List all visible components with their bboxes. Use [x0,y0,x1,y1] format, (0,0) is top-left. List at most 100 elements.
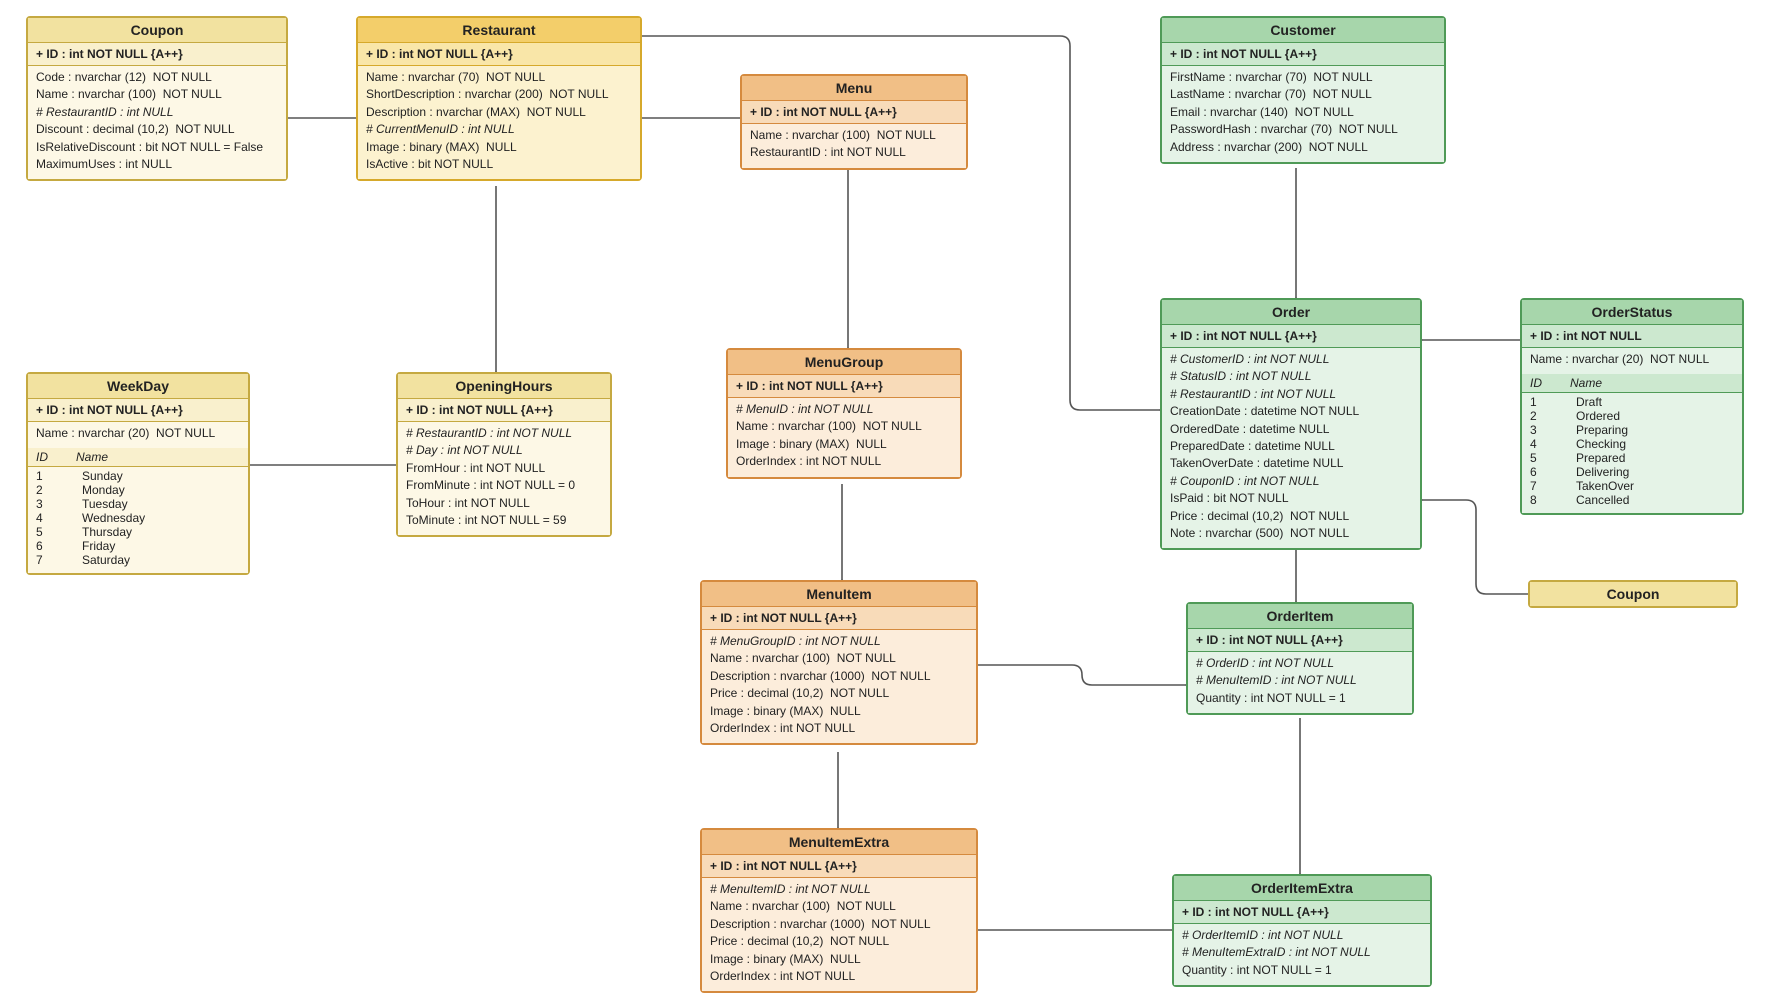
edge-menugroup-menuitem [834,474,850,592]
entity-weekday: WeekDay+ ID : int NOT NULL {A++}Name : n… [26,372,250,575]
enum-row: 1Draft [1530,395,1734,409]
entity-attr: Image : binary (MAX) NULL [710,951,968,968]
entity-attr: ShortDescription : nvarchar (200) NOT NU… [366,86,632,103]
entity-menuitemextra: MenuItemExtra+ ID : int NOT NULL {A++}# … [700,828,978,993]
entity-attrs: # RestaurantID : int NOT NULL# Day : int… [398,422,610,535]
entity-attr: Quantity : int NOT NULL = 1 [1196,690,1404,707]
entity-attr: Image : binary (MAX) NULL [710,703,968,720]
entity-attr: # MenuItemID : int NOT NULL [710,881,968,898]
entity-attr: Description : nvarchar (1000) NOT NULL [710,668,968,685]
edge-menuitemextra-orderitemextra [968,922,1198,938]
enum-row: 7Saturday [36,553,240,567]
entity-title: Coupon [28,18,286,43]
entity-attr: OrderIndex : int NOT NULL [710,968,968,985]
erd-canvas: { "canvas": { "width": 1770, "height": 9… [0,0,1770,991]
entity-attr: # MenuItemExtraID : int NOT NULL [1182,944,1422,961]
entity-pk: + ID : int NOT NULL {A++} [1162,325,1420,348]
enum-row: 4Wednesday [36,511,240,525]
entity-title: MenuGroup [728,350,960,375]
entity-pk: + ID : int NOT NULL {A++} [742,101,966,124]
entity-attr: Name : nvarchar (100) NOT NULL [710,650,968,667]
entity-title: OrderStatus [1522,300,1742,325]
edge-restaurant-openinghours [488,176,504,384]
entity-attr: IsActive : bit NOT NULL [366,156,632,173]
entity-attr: Description : nvarchar (1000) NOT NULL [710,916,968,933]
entity-attrs: # OrderID : int NOT NULL# MenuItemID : i… [1188,652,1412,713]
entity-attr: # OrderID : int NOT NULL [1196,655,1404,672]
entity-attrs: Name : nvarchar (100) NOT NULLRestaurant… [742,124,966,168]
entity-pk: + ID : int NOT NULL {A++} [1162,43,1444,66]
enum-row: 3Preparing [1530,423,1734,437]
entity-attrs: Name : nvarchar (70) NOT NULLShortDescri… [358,66,640,179]
entity-pk: + ID : int NOT NULL {A++} [28,399,248,422]
entity-attr: Name : nvarchar (100) NOT NULL [710,898,968,915]
entity-coupon: Coupon+ ID : int NOT NULL {A++} Code : nv… [26,16,288,181]
entity-title: OrderItemExtra [1174,876,1430,901]
entity-attr: Name : nvarchar (100) NOT NULL [750,127,958,144]
entity-attr: Price : decimal (10,2) NOT NULL [710,933,968,950]
enum-row: 2Monday [36,483,240,497]
entity-pk: + ID : int NOT NULL {A++} [1188,629,1412,652]
entity-pk: + ID : int NOT NULL {A++} [702,607,976,630]
edge-orderitem-orderitemextra [1292,708,1308,886]
entity-pk: + ID : int NOT NULL [1522,325,1742,348]
entity-attr: # MenuID : int NOT NULL [736,401,952,418]
enum-row: 2Ordered [1530,409,1734,423]
entity-attr: Price : decimal (10,2) NOT NULL [1170,508,1412,525]
entity-attrs: # MenuID : int NOT NULLName : nvarchar (… [728,398,960,477]
enum-header: IDName [1522,374,1742,393]
entity-attr: Name : nvarchar (70) NOT NULL [366,69,632,86]
entity-attrs: Name : nvarchar (20) NOT NULL [28,422,248,448]
entity-attr: # OrderItemID : int NOT NULL [1182,927,1422,944]
entity-attr: Name : nvarchar (20) NOT NULL [1530,351,1734,368]
entity-attr: Name : nvarchar (100) NOT NULL [736,418,952,435]
enum-row: 3Tuesday [36,497,240,511]
entity-attr: Price : decimal (10,2) NOT NULL [710,685,968,702]
entity-title: OrderItem [1188,604,1412,629]
entity-title: Restaurant [358,18,640,43]
entity-title: Menu [742,76,966,101]
entity-title: Coupon [1530,582,1736,606]
entity-orderitemextra: OrderItemExtra+ ID : int NOT NULL {A++} #… [1172,874,1432,987]
entity-orderitem: OrderItem+ ID : int NOT NULL {A++}# Orde… [1186,602,1414,715]
entity-attr: # CouponID : int NOT NULL [1170,473,1412,490]
entity-attr: # MenuItemID : int NOT NULL [1196,672,1404,689]
entity-attr: OrderedDate : datetime NULL [1170,421,1412,438]
entity-attr: MaximumUses : int NULL [36,156,278,173]
entity-attr: RestaurantID : int NOT NULL [750,144,958,161]
entity-attrs: # CustomerID : int NOT NULL# StatusID : … [1162,348,1420,548]
entity-title: MenuItemExtra [702,830,976,855]
entity-attr: # CustomerID : int NOT NULL [1170,351,1412,368]
entity-attr: Image : binary (MAX) NULL [366,139,632,156]
enum-row: 1Sunday [36,469,240,483]
entity-menuitem: MenuItem+ ID : int NOT NULL {A++}# MenuG… [700,580,978,745]
entity-attr: Code : nvarchar (12) NOT NULL [36,69,278,86]
enum-row: 4Checking [1530,437,1734,451]
enum-header: IDName [28,448,248,467]
entity-order: Order+ ID : int NOT NULL {A++}# Customer… [1160,298,1422,550]
edge-weekday-openinghours [240,458,414,472]
enum-row: 6Delivering [1530,465,1734,479]
entity-title: Customer [1162,18,1444,43]
entity-attr: # RestaurantID : int NOT NULL [406,425,602,442]
entity-attrs: FirstName : nvarchar (70) NOT NULLLastNa… [1162,66,1444,162]
entity-attr: TakenOverDate : datetime NULL [1170,455,1412,472]
enum-row: 8Cancelled [1530,493,1734,507]
entity-attr: PreparedDate : datetime NULL [1170,438,1412,455]
entity-pk: + ID : int NOT NULL {A++} [28,43,286,66]
enum-body: 1Draft2Ordered3Preparing4Checking5Prepar… [1522,393,1742,513]
entity-orderstatus: OrderStatus+ ID : int NOT NULL Name : nva… [1520,298,1744,515]
entity-customer: Customer+ ID : int NOT NULL {A++}FirstNa… [1160,16,1446,164]
entity-attr: ToMinute : int NOT NULL = 59 [406,512,602,529]
entity-attr: Discount : decimal (10,2) NOT NULL [36,121,278,138]
entity-pk: + ID : int NOT NULL {A++} [358,43,640,66]
enum-row: 5Thursday [36,525,240,539]
enum-row: 7TakenOver [1530,479,1734,493]
entity-coupon2: Coupon [1528,580,1738,608]
entity-menu: Menu+ ID : int NOT NULL {A++}Name : nvar… [740,74,968,170]
edge-order-orderstatus [1410,332,1530,348]
entity-pk: + ID : int NOT NULL {A++} [1174,901,1430,924]
entity-attr: # RestaurantID : int NULL [36,104,278,121]
entity-attr: ToHour : int NOT NULL [406,495,602,512]
entity-attr: Address : nvarchar (200) NOT NULL [1170,139,1436,156]
